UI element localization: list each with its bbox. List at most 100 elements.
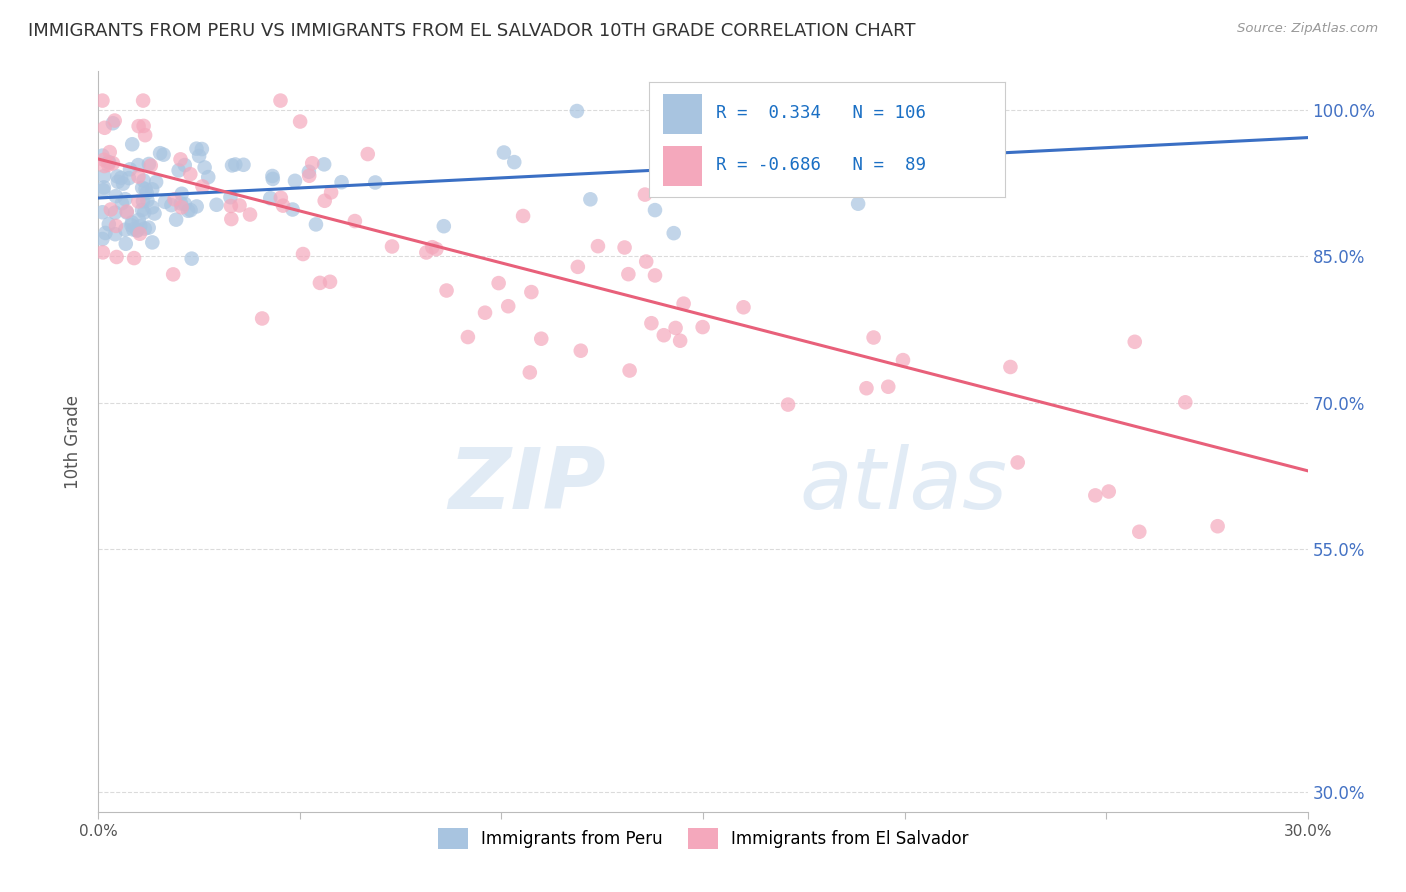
Text: IMMIGRANTS FROM PERU VS IMMIGRANTS FROM EL SALVADOR 10TH GRADE CORRELATION CHART: IMMIGRANTS FROM PERU VS IMMIGRANTS FROM … (28, 22, 915, 40)
Point (782, 161, 804, 176)
Point (173, 197, 195, 211)
Point (221, 158, 243, 172)
Point (319, 275, 342, 289)
Point (132, 119, 155, 133)
Point (1000, 359, 1022, 374)
Point (613, 240, 636, 254)
Point (262, 172, 284, 186)
Point (849, 121, 872, 136)
Point (205, 198, 228, 212)
Point (474, 306, 496, 320)
Point (122, 251, 145, 265)
Point (496, 299, 519, 313)
Point (170, 200, 193, 214)
Point (112, 177, 135, 191)
Point (180, 203, 202, 218)
Point (141, 235, 163, 250)
Point (128, 119, 150, 133)
Point (519, 366, 541, 380)
Point (904, 133, 927, 147)
Point (939, 156, 962, 170)
Point (115, 204, 138, 219)
Point (128, 227, 150, 241)
Point (115, 205, 138, 219)
Point (567, 260, 589, 274)
Point (98, 155, 121, 169)
Point (114, 192, 136, 206)
Point (170, 196, 193, 211)
Point (891, 353, 914, 368)
Point (420, 240, 443, 254)
Point (111, 196, 134, 211)
Point (644, 203, 666, 218)
Point (877, 380, 900, 394)
Point (107, 175, 129, 189)
Point (221, 212, 243, 227)
Point (186, 199, 208, 213)
Point (319, 186, 342, 200)
Point (101, 116, 124, 130)
Point (305, 218, 328, 232)
Point (100, 202, 122, 217)
Point (114, 236, 136, 251)
Point (127, 223, 149, 237)
Point (284, 174, 307, 188)
Point (586, 239, 609, 253)
Point (910, 129, 932, 144)
Point (194, 161, 217, 175)
Point (1123, 334, 1146, 349)
Point (704, 178, 727, 193)
Point (862, 330, 884, 344)
Point (127, 169, 149, 184)
Point (1007, 455, 1029, 469)
Point (219, 199, 242, 213)
Point (270, 191, 292, 205)
Point (1174, 395, 1197, 409)
Point (191, 179, 214, 194)
Point (134, 221, 156, 235)
Point (436, 284, 458, 298)
Point (530, 332, 553, 346)
Point (191, 142, 214, 156)
Point (105, 250, 128, 264)
Point (138, 157, 160, 171)
Point (1128, 524, 1150, 539)
Point (859, 134, 882, 148)
Point (104, 227, 127, 242)
Point (814, 168, 837, 182)
Point (98, 145, 121, 160)
Point (1084, 488, 1107, 502)
Legend: Immigrants from Peru, Immigrants from El Salvador: Immigrants from Peru, Immigrants from El… (430, 822, 976, 855)
Point (309, 276, 332, 290)
Point (173, 158, 195, 172)
Point (262, 169, 284, 183)
Point (330, 175, 353, 189)
Point (224, 157, 246, 171)
Point (672, 296, 695, 310)
Point (127, 194, 149, 209)
Point (132, 194, 155, 209)
Point (162, 268, 184, 282)
Y-axis label: 10th Grade: 10th Grade (65, 394, 83, 489)
Point (134, 182, 156, 196)
Point (91, 245, 114, 260)
Point (733, 300, 755, 314)
Point (153, 194, 176, 209)
Point (160, 198, 183, 212)
Point (104, 219, 127, 233)
Point (357, 147, 380, 161)
Point (128, 212, 150, 227)
Point (107, 169, 129, 184)
Point (640, 316, 662, 330)
Point (343, 214, 366, 228)
Point (94, 226, 117, 240)
Point (143, 206, 166, 220)
Point (678, 155, 700, 169)
Point (636, 254, 658, 268)
Point (121, 215, 143, 229)
Point (425, 242, 447, 256)
Point (855, 381, 877, 395)
Point (135, 186, 157, 200)
Point (569, 343, 592, 358)
Point (131, 180, 153, 194)
